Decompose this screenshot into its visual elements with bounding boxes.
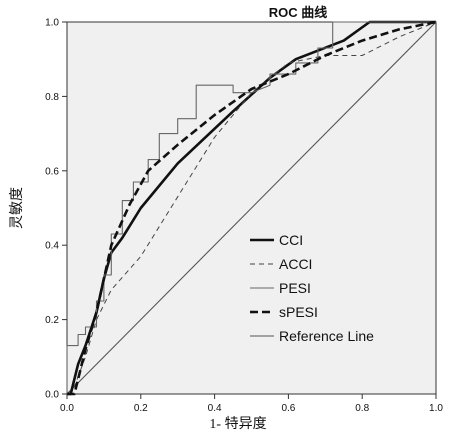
x-tick-label: 0.2 — [134, 403, 148, 414]
x-tick-label: 1.0 — [429, 403, 443, 414]
legend-label-pesi: PESI — [279, 280, 311, 296]
x-tick-label: 0.4 — [208, 403, 222, 414]
x-tick-label: 0.8 — [355, 403, 369, 414]
y-tick-label: 0.4 — [45, 241, 59, 252]
series-line-reference-line — [66, 21, 437, 395]
y-tick-label: 0.6 — [45, 166, 59, 177]
x-axis-ticks: 0.0 0.2 0.4 0.6 0.8 1.0 — [60, 394, 443, 414]
roc-curves — [66, 20, 437, 396]
y-axis-label: 灵敏度 — [9, 187, 25, 229]
x-tick-label: 0.0 — [60, 403, 74, 414]
legend-label-reference-line: Reference Line — [279, 328, 374, 344]
y-axis-ticks: 0.0 0.2 0.4 0.6 0.8 1.0 — [45, 18, 67, 401]
x-axis-label: 1- 特异度 — [209, 416, 266, 432]
legend-label-spesi: sPESI — [279, 304, 318, 320]
series-line-cci — [67, 20, 436, 396]
chart-title: ROC 曲线 — [269, 5, 328, 20]
y-tick-label: 0.8 — [45, 92, 59, 103]
legend-label-acci: ACCI — [279, 256, 312, 272]
y-tick-label: 0.2 — [45, 315, 59, 326]
legend: CCI ACCI PESI sPESI Reference Line — [250, 232, 374, 344]
series-line-acci — [66, 21, 437, 395]
series-line-spesi — [67, 20, 437, 396]
legend-label-cci: CCI — [279, 232, 303, 248]
y-tick-label: 1.0 — [45, 18, 59, 29]
x-tick-label: 0.6 — [281, 403, 295, 414]
y-tick-label: 0.0 — [45, 390, 59, 401]
series-line-pesi — [66, 21, 436, 394]
